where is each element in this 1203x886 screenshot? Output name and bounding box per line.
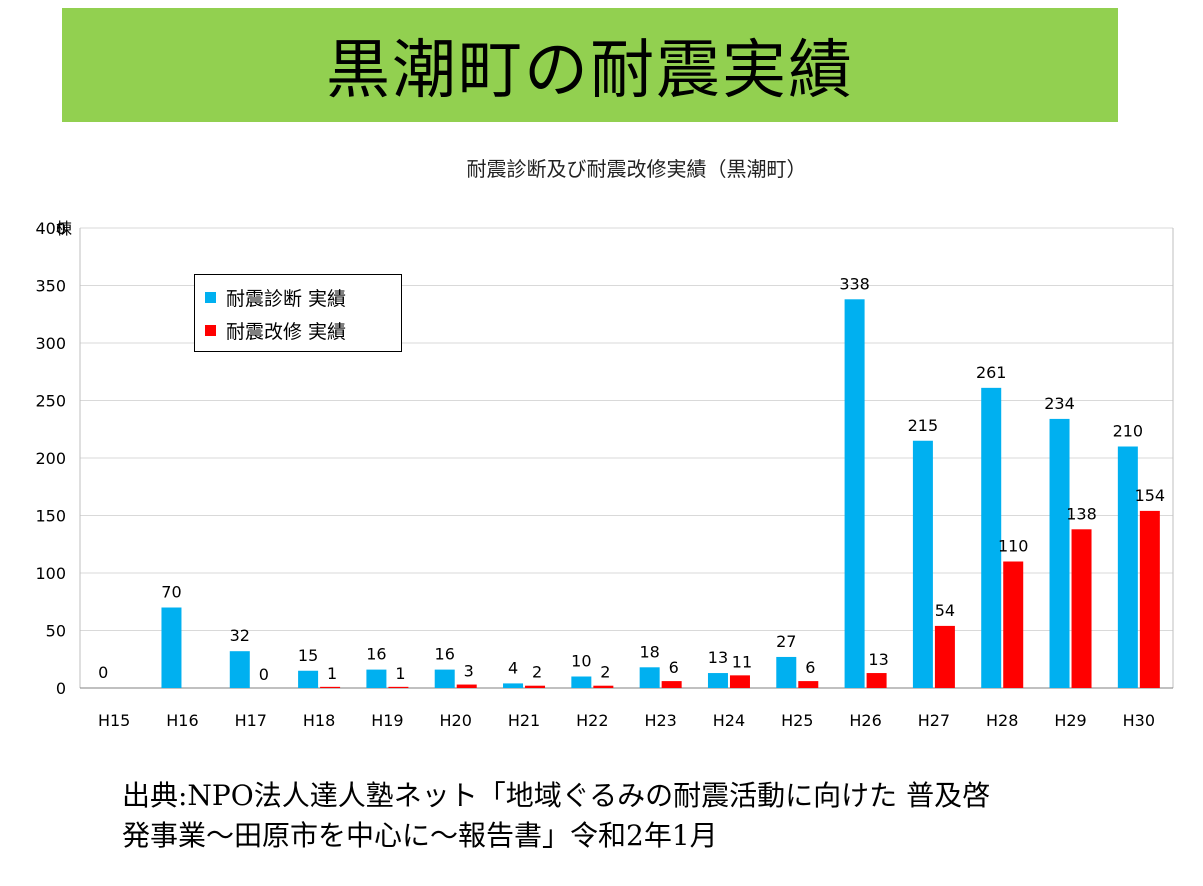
x-tick-label: H18 (303, 711, 335, 730)
legend-swatch-diagnosis (205, 292, 216, 303)
data-label-retrofit: 138 (1066, 504, 1097, 523)
bar-diagnosis (1117, 446, 1138, 688)
bar-diagnosis (571, 676, 592, 688)
chart-canvas: 耐震診断及び耐震改修実績（黒潮町）05010015020025030035040… (35, 157, 1174, 730)
source-citation: 出典:NPO法人達人塾ネット「地域ぐるみの耐震活動に向けた 普及啓 発事業〜田原… (122, 776, 1182, 856)
page-title: 黒潮町の耐震実績 (326, 34, 854, 108)
data-label-diagnosis: 234 (1044, 394, 1075, 413)
bar-diagnosis (844, 299, 865, 688)
x-tick-label: H23 (644, 711, 676, 730)
chart: 耐震診断及び耐震改修実績（黒潮町） 0 50 100 150 200 250 300 350 40… (0, 140, 1203, 760)
data-label-retrofit: 11 (732, 652, 752, 671)
data-label-diagnosis: 10 (571, 652, 591, 671)
x-tick-label: H27 (918, 711, 950, 730)
bar-retrofit (388, 686, 409, 688)
data-label-diagnosis: 261 (976, 363, 1007, 382)
data-label-retrofit: 2 (532, 663, 542, 682)
legend-label-diagnosis: 耐震診断 実績 (226, 288, 347, 310)
data-label-diagnosis: 18 (639, 642, 659, 661)
bar-diagnosis (161, 607, 182, 688)
y-tick-label: 50 (46, 622, 66, 641)
data-label-diagnosis: 16 (435, 645, 455, 664)
x-tick-label: H22 (576, 711, 608, 730)
x-tick-label: H20 (440, 711, 472, 730)
chart-title: 耐震診断及び耐震改修実績（黒潮町） (467, 157, 807, 181)
legend-swatch-retrofit (205, 325, 216, 336)
bar-retrofit (661, 681, 682, 688)
data-label-retrofit: 110 (998, 537, 1029, 556)
bar-diagnosis (366, 669, 387, 688)
bar-diagnosis (981, 387, 1002, 688)
x-tick-label: H16 (166, 711, 198, 730)
bar-diagnosis (298, 670, 319, 688)
bar-retrofit (525, 685, 546, 688)
data-label-diagnosis: 27 (776, 632, 796, 651)
data-label-diagnosis: 16 (366, 645, 386, 664)
y-unit-label: 棟 (56, 219, 72, 238)
x-tick-label: H28 (986, 711, 1018, 730)
y-tick-label: 300 (35, 334, 66, 353)
data-label-retrofit: 154 (1135, 486, 1166, 505)
data-label-diagnosis: 13 (708, 648, 728, 667)
x-tick-label: H15 (98, 711, 130, 730)
data-label-diagnosis: 0 (98, 663, 108, 682)
bar-retrofit (729, 675, 750, 688)
bar-diagnosis (503, 683, 524, 688)
y-tick-label: 100 (35, 564, 66, 583)
data-label-diagnosis: 338 (839, 274, 870, 293)
bar-retrofit (1071, 529, 1092, 688)
data-label-diagnosis: 210 (1113, 422, 1144, 441)
source-line-2: 発事業〜田原市を中心に〜報告書」令和2年1月 (122, 819, 718, 852)
data-label-diagnosis: 4 (508, 658, 518, 677)
y-tick-label: 250 (35, 392, 66, 411)
bar-retrofit (798, 681, 819, 688)
x-tick-label: H29 (1054, 711, 1086, 730)
data-label-diagnosis: 15 (298, 646, 318, 665)
bar-retrofit (320, 686, 341, 688)
bar-diagnosis (776, 656, 797, 688)
source-line-1: 出典:NPO法人達人塾ネット「地域ぐるみの耐震活動に向けた 普及啓 (122, 779, 991, 812)
bar-diagnosis (707, 673, 728, 688)
bar-retrofit (456, 684, 477, 688)
data-label-diagnosis: 70 (161, 583, 181, 602)
bar-retrofit (1139, 510, 1160, 688)
data-label-retrofit: 6 (805, 658, 815, 677)
title-banner: 黒潮町の耐震実績 (62, 8, 1118, 122)
y-tick-label: 150 (35, 507, 66, 526)
bar-retrofit (1003, 561, 1024, 688)
y-tick-label: 0 (56, 679, 66, 698)
x-tick-label: H26 (849, 711, 881, 730)
x-tick-label: H17 (235, 711, 267, 730)
data-label-retrofit: 1 (395, 664, 405, 683)
bar-diagnosis (912, 440, 933, 688)
bar-diagnosis (1049, 418, 1070, 688)
bar-retrofit (934, 625, 955, 688)
data-label-retrofit: 3 (464, 662, 474, 681)
y-tick-label: 350 (35, 277, 66, 296)
bar-retrofit (593, 685, 614, 688)
x-tick-label: H25 (781, 711, 813, 730)
x-tick-label: H30 (1123, 711, 1155, 730)
legend-label-retrofit: 耐震改修 実績 (226, 321, 347, 343)
data-label-retrofit: 13 (868, 650, 888, 669)
x-tick-label: H21 (508, 711, 540, 730)
y-tick-label: 400 (35, 219, 66, 238)
bar-retrofit (866, 673, 887, 688)
x-tick-label: H19 (371, 711, 403, 730)
data-label-retrofit: 0 (259, 665, 269, 684)
legend-item-diagnosis: 耐震診断 実績 (205, 281, 401, 314)
bar-diagnosis (229, 651, 250, 688)
data-label-diagnosis: 215 (908, 416, 939, 435)
data-label-retrofit: 54 (935, 601, 955, 620)
x-tick-label: H24 (713, 711, 745, 730)
legend: 耐震診断 実績 耐震改修 実績 (194, 274, 402, 352)
legend-item-retrofit: 耐震改修 実績 (205, 314, 401, 347)
data-label-retrofit: 6 (669, 658, 679, 677)
data-label-retrofit: 2 (600, 663, 610, 682)
data-label-retrofit: 1 (327, 664, 337, 683)
data-label-diagnosis: 32 (230, 626, 250, 645)
y-tick-label: 200 (35, 449, 66, 468)
bar-diagnosis (639, 667, 660, 688)
bar-diagnosis (434, 669, 455, 688)
